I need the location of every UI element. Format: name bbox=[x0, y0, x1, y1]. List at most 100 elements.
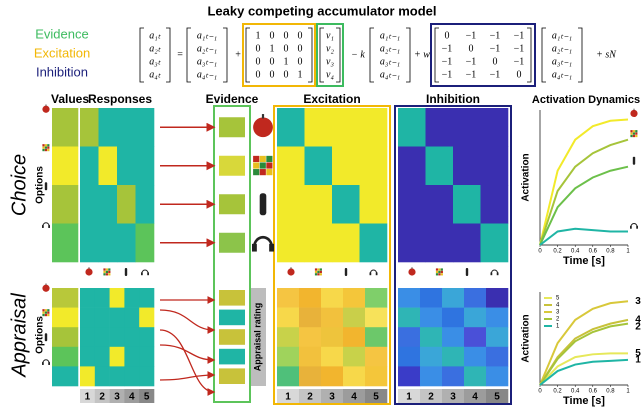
icon-headphones bbox=[269, 244, 274, 252]
icon-apple bbox=[287, 268, 294, 275]
rating-label: 5 bbox=[494, 392, 500, 403]
heatmap-cell bbox=[110, 366, 125, 386]
heatmap-cell bbox=[360, 224, 388, 263]
heatmap-cell bbox=[464, 308, 486, 328]
heatmap-cell bbox=[99, 147, 118, 186]
heatmap-cell bbox=[80, 147, 99, 186]
x-tick-label: 0.8 bbox=[606, 389, 615, 395]
icon-bottle bbox=[125, 268, 127, 276]
eq-entry: −1 bbox=[466, 69, 477, 80]
heatmap-cell bbox=[453, 108, 481, 147]
eq-entry: 1 bbox=[284, 56, 289, 67]
arrow bbox=[160, 375, 214, 380]
rating-label: 1 bbox=[85, 392, 91, 403]
heatmap-cell bbox=[52, 224, 78, 263]
icon-bottle bbox=[45, 182, 47, 190]
icon-apple bbox=[253, 117, 273, 137]
legend-label: 1 bbox=[556, 324, 560, 330]
icon-cube bbox=[253, 156, 259, 162]
heatmap-cell bbox=[321, 288, 343, 308]
icon-cube bbox=[45, 314, 47, 316]
eq-entry: a₄ₜ₋₁ bbox=[552, 69, 572, 80]
heatmap-cell bbox=[136, 108, 155, 147]
heatmap-cell bbox=[321, 308, 343, 328]
icon-headphones bbox=[141, 272, 143, 275]
heatmap-cell bbox=[365, 288, 387, 308]
evidence-cell bbox=[219, 290, 245, 306]
eq-entry: a₃ₜ₋₁ bbox=[197, 56, 217, 67]
heatmap-cell bbox=[305, 108, 333, 147]
icon-cube bbox=[42, 149, 44, 151]
evidence-cell bbox=[219, 194, 245, 214]
icon-cube bbox=[441, 273, 443, 275]
icon-apple bbox=[262, 114, 264, 118]
heatmap-cell bbox=[305, 147, 333, 186]
rating-label: 5 bbox=[144, 392, 150, 403]
eq-entry: a₁ₜ₋₁ bbox=[380, 30, 400, 41]
icon-cube bbox=[47, 149, 49, 151]
eq-entry: v₄ bbox=[326, 69, 334, 80]
legend-entry: Excitation bbox=[34, 45, 90, 60]
heatmap-cell bbox=[117, 108, 136, 147]
icon-cube bbox=[266, 169, 272, 175]
icon-headphones bbox=[630, 226, 632, 229]
heatmap-cell bbox=[486, 327, 508, 347]
icon-headphones bbox=[48, 225, 50, 228]
heatmap-cell bbox=[464, 327, 486, 347]
icon-cube bbox=[47, 309, 49, 311]
heatmap-cell bbox=[110, 288, 125, 308]
x-tick-label: 1 bbox=[626, 249, 630, 255]
eq-entry: a₁ₜ₋₁ bbox=[197, 30, 217, 41]
icon-headphones bbox=[48, 362, 50, 365]
heatmap-cell bbox=[442, 327, 464, 347]
heatmap-cell bbox=[332, 147, 360, 186]
icon-headphones bbox=[370, 272, 372, 275]
heatmap-cell bbox=[52, 327, 78, 347]
figure: Leaky competing accumulator model Values… bbox=[0, 0, 644, 408]
icon-cube bbox=[633, 130, 635, 132]
heatmap-cell bbox=[117, 185, 136, 224]
heatmap-cell bbox=[305, 185, 333, 224]
heatmap-cell bbox=[453, 224, 481, 263]
bracket bbox=[140, 28, 144, 82]
icon-cube bbox=[108, 268, 110, 270]
heatmap-cell bbox=[442, 308, 464, 328]
rating-label: 4 bbox=[351, 392, 357, 403]
eq-entry: a₃ₜ bbox=[149, 56, 161, 67]
heatmap-cell bbox=[398, 288, 420, 308]
eq-entry: 0 bbox=[256, 43, 261, 54]
icon-cube bbox=[45, 144, 47, 146]
icon-cube bbox=[103, 271, 105, 273]
page: {"title": "Leaky competing accumulator m… bbox=[0, 0, 644, 408]
icon-apple bbox=[85, 268, 92, 275]
bracket bbox=[187, 28, 191, 82]
heatmap-cell bbox=[481, 185, 509, 224]
eq-entry: 0 bbox=[284, 30, 289, 41]
x-tick-label: 0.8 bbox=[606, 249, 615, 255]
evidence-cell bbox=[219, 156, 245, 176]
heatmap-cell bbox=[464, 366, 486, 386]
icon-cube bbox=[42, 147, 44, 149]
heatmap-cell bbox=[110, 347, 125, 367]
icon-bottle bbox=[260, 193, 267, 215]
rating-label: 1 bbox=[406, 392, 412, 403]
heatmap-cell bbox=[99, 224, 118, 263]
icon-cube bbox=[42, 314, 44, 316]
icon-bottle bbox=[466, 268, 468, 276]
heatmap-cell bbox=[80, 327, 95, 347]
icon-cube bbox=[438, 271, 440, 273]
heatmap-cell bbox=[420, 347, 442, 367]
heatmap-cell bbox=[80, 347, 95, 367]
heatmap-cell bbox=[464, 347, 486, 367]
icon-apple bbox=[42, 106, 49, 113]
eq-entry: 0 bbox=[445, 30, 450, 41]
icon-apple bbox=[634, 109, 635, 111]
eq-entry: 0 bbox=[284, 69, 289, 80]
arrow bbox=[160, 310, 214, 330]
heatmap-cell bbox=[305, 224, 333, 263]
heatmap-cell bbox=[99, 185, 118, 224]
heatmap-cell bbox=[299, 308, 321, 328]
icon-headphones bbox=[252, 244, 257, 252]
icon-cube bbox=[438, 268, 440, 270]
heatmap-cell bbox=[139, 288, 154, 308]
